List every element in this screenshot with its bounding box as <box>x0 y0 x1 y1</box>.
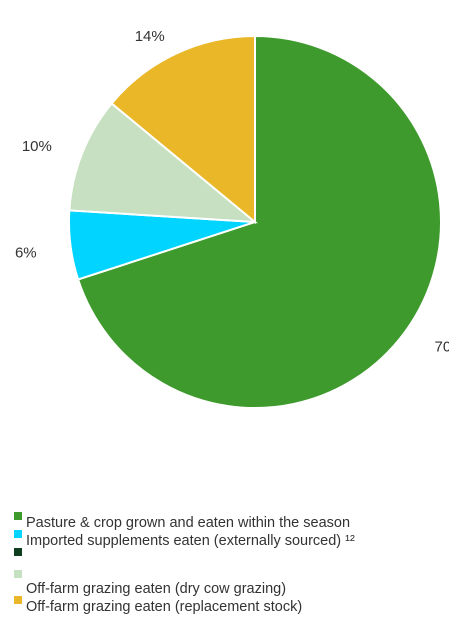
legend-swatch-pasture <box>14 512 22 520</box>
pie-label-0: 70% <box>435 339 449 356</box>
legend-swatch-imported-supplements <box>14 530 22 538</box>
pie-label-3: 10% <box>22 138 52 155</box>
legend-label-replacement-stock: Off-farm grazing eaten (replacement stoc… <box>26 599 303 615</box>
legend-label-dry-cow-grazing: Off-farm grazing eaten (dry cow grazing) <box>26 581 287 597</box>
pie-slice-0 <box>76 34 442 409</box>
pie-slice-3 <box>68 102 259 224</box>
legend-label-imported-supplements: Imported supplements eaten (externally s… <box>26 533 355 549</box>
pie-chart: 70% 6% 10% 14% <box>15 28 449 409</box>
pie-label-4: 14% <box>135 28 165 45</box>
legend-swatch-unlabeled <box>14 548 22 556</box>
pie-label-1: 6% <box>15 245 37 262</box>
legend-swatch-dry-cow-grazing <box>14 570 22 578</box>
legend-label-pasture: Pasture & crop grown and eaten within th… <box>26 515 351 531</box>
legend-swatch-replacement-stock <box>14 596 22 604</box>
pie-slice-4 <box>110 34 256 225</box>
